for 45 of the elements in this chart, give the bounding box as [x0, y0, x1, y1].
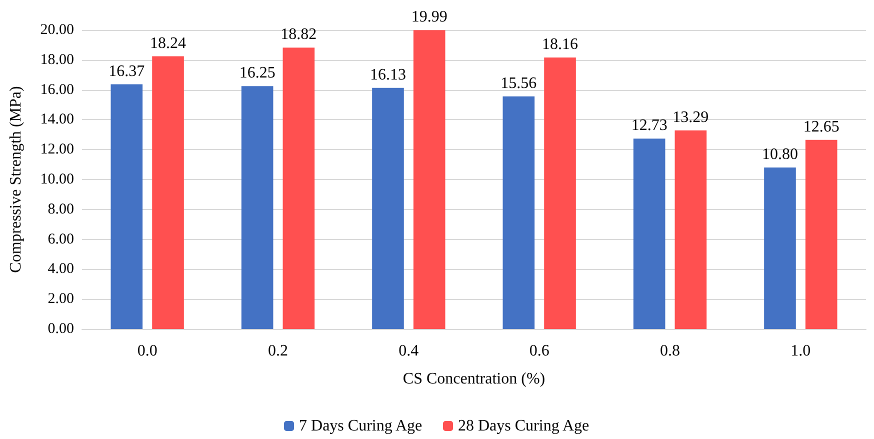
x-tick-label: 0.2: [268, 342, 288, 360]
y-tick-label: 12.00: [40, 142, 74, 158]
bar: [805, 140, 838, 329]
x-tick-label: 1.0: [790, 342, 811, 360]
bar: [110, 84, 143, 329]
x-tick-label: 0.4: [398, 342, 419, 360]
bar: [372, 88, 404, 329]
bar: [413, 30, 446, 329]
y-tick-label: 20.00: [40, 22, 74, 38]
data-label: 16.25: [239, 64, 276, 82]
y-tick-label: 6.00: [48, 231, 74, 248]
data-label: 15.56: [500, 74, 537, 92]
bar: [674, 130, 707, 329]
bar: [633, 138, 666, 329]
y-axis-title: Compressive Strength (MPa): [8, 86, 24, 273]
data-label: 19.99: [411, 8, 448, 26]
bar: [502, 96, 535, 329]
bar: [152, 56, 184, 329]
data-label: 18.16: [542, 36, 578, 54]
x-tick-label: 0.6: [529, 342, 550, 360]
bar: [544, 58, 576, 329]
legend-label: 7 Days Curing Age: [299, 418, 422, 434]
data-label: 18.24: [150, 34, 186, 52]
data-label: 16.37: [108, 62, 145, 80]
x-tick-label: 0.8: [660, 342, 680, 360]
y-tick-label: 0.00: [48, 321, 74, 337]
legend-label: 28 Days Curing Age: [458, 418, 590, 434]
x-axis-title: CS Concentration (%): [402, 370, 546, 388]
bar: [282, 48, 315, 329]
y-tick-label: 2.00: [48, 291, 74, 308]
y-tick-label: 10.00: [40, 172, 74, 188]
y-tick-label: 8.00: [48, 201, 74, 218]
bar: [241, 86, 274, 329]
data-label: 13.29: [672, 108, 709, 126]
data-label: 18.82: [280, 26, 317, 44]
data-label: 10.80: [762, 146, 798, 164]
data-label: 12.73: [631, 117, 668, 134]
y-tick-label: 16.00: [40, 82, 74, 98]
data-label: 12.65: [803, 118, 840, 136]
y-tick-label: 14.00: [40, 112, 74, 128]
y-tick-label: 4.00: [48, 261, 74, 278]
bar: [764, 168, 796, 329]
data-label: 16.13: [370, 66, 406, 84]
y-tick-label: 18.00: [40, 52, 74, 68]
x-tick-label: 0.0: [137, 342, 158, 360]
